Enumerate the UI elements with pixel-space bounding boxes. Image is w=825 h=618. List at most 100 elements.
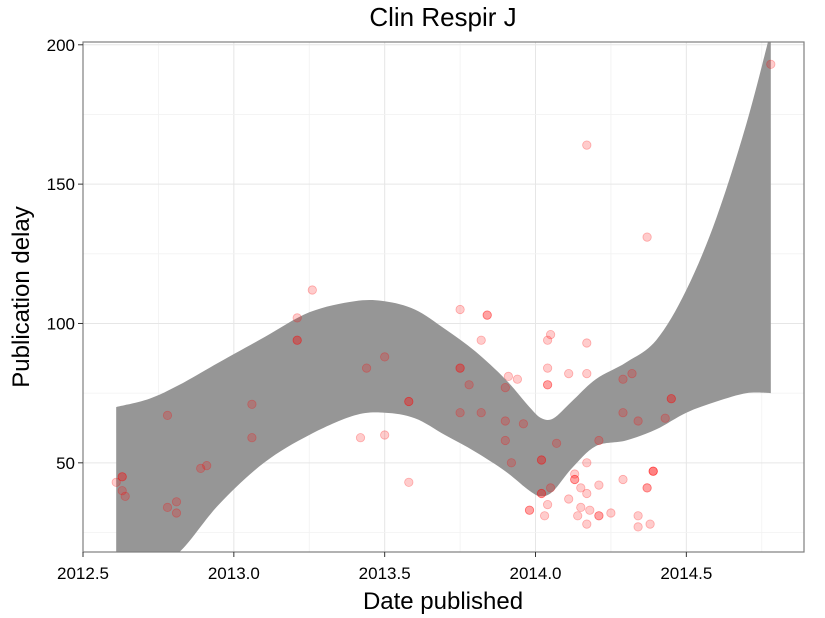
data-point	[120, 491, 130, 501]
data-point	[666, 394, 676, 404]
data-point	[482, 310, 492, 320]
data-point	[536, 488, 547, 499]
data-point	[292, 335, 302, 345]
data-point	[766, 59, 776, 69]
data-point	[542, 380, 553, 390]
data-point	[500, 435, 510, 446]
data-point	[117, 472, 127, 482]
data-point	[355, 433, 366, 443]
x-axis-label: Date published	[363, 588, 523, 615]
data-point	[633, 416, 643, 426]
data-point	[582, 140, 592, 150]
data-point	[380, 430, 390, 440]
data-point	[570, 474, 580, 485]
data-point	[162, 410, 173, 420]
y-tick-label: 100	[47, 314, 75, 333]
plot-border	[82, 41, 805, 553]
data-point	[542, 335, 553, 345]
data-point	[506, 458, 516, 468]
y-axis-ticks: 50 100 150 200	[47, 36, 83, 473]
y-tick-label: 50	[56, 454, 75, 473]
data-point	[576, 483, 586, 493]
data-point	[536, 455, 547, 465]
data-point	[512, 374, 523, 384]
data-point	[545, 483, 556, 493]
data-point	[618, 474, 628, 485]
data-point	[585, 505, 595, 515]
data-point	[564, 368, 574, 379]
x-tick-label: 2013.5	[359, 564, 411, 583]
data-point	[247, 399, 257, 409]
data-point	[582, 338, 592, 348]
data-point	[642, 483, 652, 493]
data-point	[564, 494, 574, 504]
data-point	[476, 408, 486, 418]
confidence-band-area	[116, 42, 771, 552]
data-point	[551, 438, 562, 448]
data-point	[455, 363, 465, 373]
data-point	[455, 304, 465, 315]
data-point	[404, 477, 414, 487]
data-point	[536, 488, 547, 499]
data-point	[542, 380, 553, 390]
data-point	[455, 363, 465, 373]
y-axis-label: Publication delay	[8, 206, 35, 387]
data-point	[642, 483, 652, 493]
data-point	[404, 396, 414, 407]
data-point	[524, 505, 535, 515]
data-point	[570, 469, 580, 479]
data-point	[648, 466, 658, 476]
data-point	[524, 505, 535, 515]
data-point	[594, 480, 604, 490]
data-point	[162, 502, 173, 512]
data-point	[606, 508, 616, 518]
data-point	[536, 455, 547, 465]
data-point	[171, 508, 182, 518]
data-point	[307, 285, 317, 295]
data-point	[582, 458, 592, 468]
x-tick-label: 2014.0	[510, 564, 562, 583]
data-point	[196, 463, 206, 473]
x-tick-label: 2012.5	[57, 564, 109, 583]
data-point	[627, 368, 637, 379]
data-point	[594, 435, 604, 446]
data-point	[570, 474, 580, 485]
data-point	[292, 313, 302, 323]
confidence-band	[116, 42, 771, 552]
data-point	[476, 335, 486, 345]
data-point	[582, 519, 592, 529]
data-point	[247, 433, 257, 443]
data-point	[202, 460, 212, 471]
data-points	[111, 59, 776, 532]
data-point	[594, 511, 604, 521]
y-tick-label: 200	[47, 36, 75, 55]
data-point	[117, 472, 127, 482]
data-point	[361, 363, 372, 373]
data-point	[380, 352, 390, 362]
data-point	[111, 477, 121, 487]
data-point	[645, 519, 655, 529]
data-point	[576, 502, 586, 512]
data-point	[539, 511, 550, 521]
data-point	[633, 511, 643, 521]
data-point	[648, 466, 658, 476]
data-point	[648, 466, 658, 476]
x-tick-label: 2013.0	[208, 564, 260, 583]
data-point	[542, 499, 553, 510]
data-point	[666, 394, 676, 404]
data-point	[500, 382, 510, 393]
data-point	[642, 232, 652, 242]
data-point	[503, 371, 513, 381]
chart-title: Clin Respir J	[369, 2, 516, 32]
data-point	[582, 488, 592, 499]
y-tick-label: 150	[47, 175, 75, 194]
data-point	[618, 408, 628, 418]
data-point	[542, 363, 553, 373]
data-point	[518, 419, 529, 429]
data-point	[482, 310, 492, 320]
data-point	[455, 408, 465, 418]
data-point	[500, 416, 510, 426]
data-point	[573, 511, 583, 521]
x-tick-label: 2014.5	[660, 564, 712, 583]
